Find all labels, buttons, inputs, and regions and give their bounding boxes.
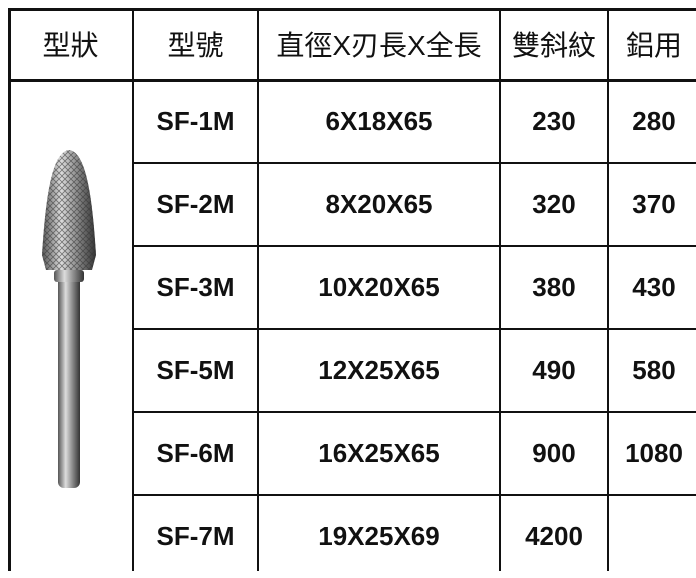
- header-cell: 型狀: [42, 30, 99, 61]
- body-cell: 280: [632, 106, 676, 136]
- body-cell: 230: [532, 106, 576, 136]
- body-cell: SF-1M: [156, 106, 235, 136]
- body-cell: 1080: [625, 438, 683, 468]
- body-cell: 8X20X65: [325, 189, 433, 219]
- body-cell: 12X25X65: [318, 355, 440, 385]
- body-cell: 10X20X65: [318, 272, 440, 302]
- body-cell: 900: [532, 438, 576, 468]
- body-cell: 4200: [525, 521, 583, 551]
- row-line: [133, 328, 696, 330]
- body-cell: 6X18X65: [325, 106, 433, 136]
- header-cell: 鋁用: [625, 30, 682, 61]
- row-line: [133, 162, 696, 164]
- body-cell: 430: [632, 272, 676, 302]
- row-line: [133, 494, 696, 496]
- header-cell: 雙斜紋: [511, 30, 596, 61]
- body-cell: SF-2M: [156, 189, 235, 219]
- body-cell: 490: [532, 355, 576, 385]
- col-line: [132, 8, 134, 571]
- header-line: [8, 79, 696, 82]
- header-cell: 型號: [167, 30, 224, 61]
- body-cell: SF-3M: [156, 272, 235, 302]
- body-cell: 580: [632, 355, 676, 385]
- header-cell: 直徑X刃長X全長: [276, 30, 482, 61]
- col-line: [499, 8, 501, 571]
- col-line: [8, 8, 11, 571]
- burr-illustration: [42, 150, 96, 488]
- body-cell: 16X25X65: [318, 438, 440, 468]
- row-line: [133, 411, 696, 413]
- col-line: [257, 8, 259, 571]
- body-cell: 370: [632, 189, 676, 219]
- body-cell: 19X25X69: [318, 521, 440, 551]
- body-cell: SF-7M: [156, 521, 235, 551]
- body-cell: SF-6M: [156, 438, 235, 468]
- top-border: [8, 8, 696, 11]
- col-line: [607, 8, 609, 571]
- body-cell: SF-5M: [156, 355, 235, 385]
- body-cell: 380: [532, 272, 576, 302]
- body-cell: 320: [532, 189, 576, 219]
- row-line: [133, 245, 696, 247]
